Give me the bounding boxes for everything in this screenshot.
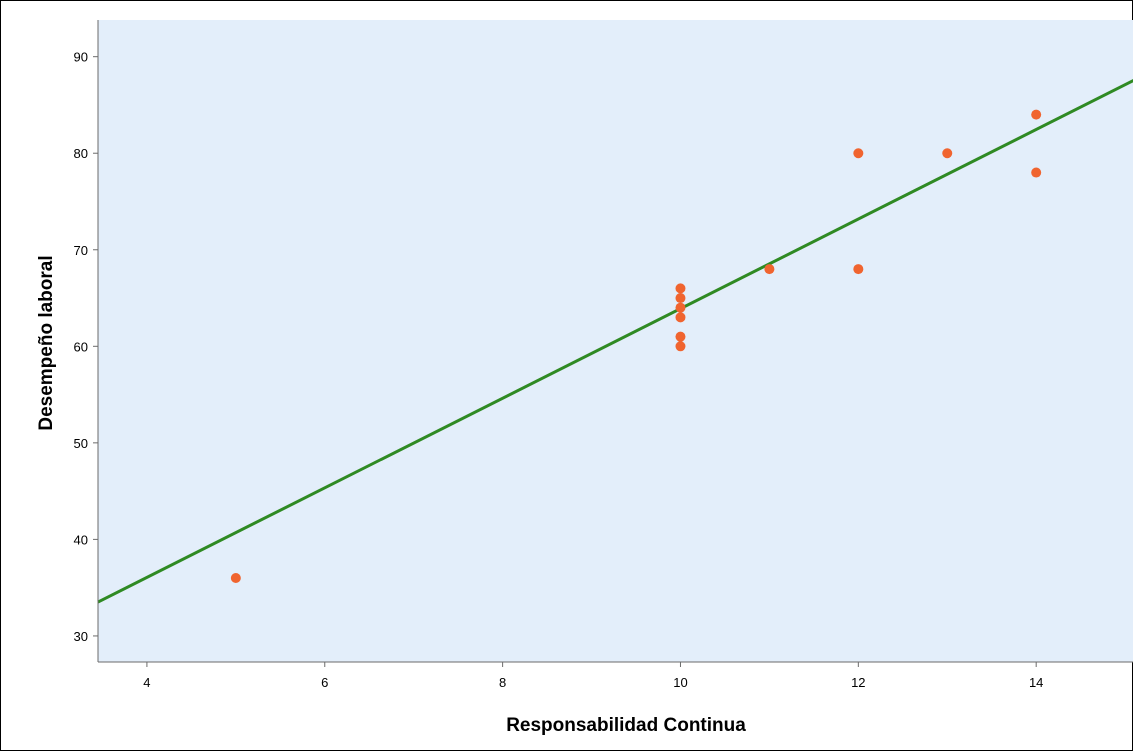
data-point xyxy=(675,312,686,323)
x-tick-label: 14 xyxy=(1029,675,1043,690)
data-point xyxy=(853,264,864,275)
y-tick-label: 70 xyxy=(74,243,88,258)
x-tick-label: 12 xyxy=(851,675,865,690)
x-tick-label: 6 xyxy=(321,675,328,690)
data-point xyxy=(764,264,775,275)
y-tick-label: 80 xyxy=(74,146,88,161)
points-layer xyxy=(230,109,1042,584)
fit-line xyxy=(97,79,1133,604)
y-tick-label: 30 xyxy=(74,629,88,644)
x-ticks: 4 6 8 10 12 14 xyxy=(143,662,1043,690)
x-tick-label: 4 xyxy=(143,675,150,690)
y-ticks: 30 40 50 60 70 80 90 xyxy=(74,50,98,644)
x-tick-label: 8 xyxy=(499,675,506,690)
y-tick-label: 40 xyxy=(74,532,88,547)
data-point xyxy=(1031,167,1042,178)
y-tick-label: 90 xyxy=(74,50,88,65)
y-tick-label: 50 xyxy=(74,436,88,451)
data-point xyxy=(675,293,686,304)
data-point xyxy=(1031,109,1042,120)
data-point xyxy=(675,331,686,342)
data-point xyxy=(853,148,864,159)
x-axis-title: Responsabilidad Continua xyxy=(506,715,746,736)
y-axis-title: Desempeño laboral xyxy=(36,255,57,430)
fit-line-layer xyxy=(97,79,1133,604)
data-point xyxy=(675,302,686,313)
data-point xyxy=(675,341,686,352)
data-point xyxy=(942,148,953,159)
x-tick-label: 10 xyxy=(673,675,687,690)
y-tick-label: 60 xyxy=(74,339,88,354)
data-point xyxy=(675,283,686,294)
data-point xyxy=(230,573,241,584)
